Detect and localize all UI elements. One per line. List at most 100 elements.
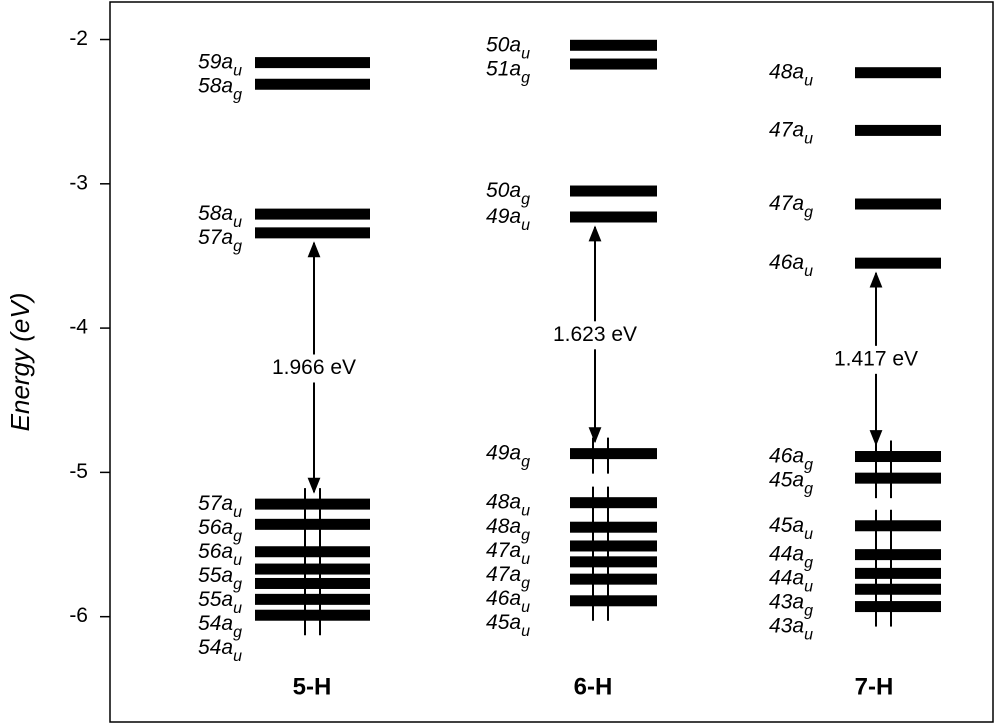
level-label: 59au [198,50,242,79]
level-label-sub: u [804,72,813,89]
level-label: 46ag [769,444,813,473]
energy-level [855,472,941,484]
level-label-sub: g [804,456,813,473]
level-label: 57au [198,492,242,521]
level-label: 50au [486,33,530,62]
level-label-main: 48a [486,490,521,513]
level-label-sub: u [233,552,242,569]
level-label: 44ag [769,542,813,571]
level-label-sub: g [804,602,813,619]
level-label-main: 54a [198,636,233,659]
level-label-sub: u [804,130,813,147]
level-label-sub: g [233,528,242,545]
gap-label-bg [262,354,366,383]
energy-level [255,546,370,558]
level-label: 48au [486,490,530,519]
energy-level [570,521,657,533]
energy-level [570,211,657,223]
level-label-sub: g [233,86,242,103]
level-label-sub: u [521,45,530,62]
energy-level [570,556,657,568]
energy-level [570,540,657,552]
gap-label: 1.417 eV [834,347,918,370]
energy-level [570,573,657,585]
level-label-main: 45a [769,513,804,536]
energy-level [855,257,941,269]
level-label: 58ag [198,74,242,103]
level-label-sub: g [233,576,242,593]
energy-level [255,227,370,239]
level-label-sub: u [521,502,530,519]
group-label: 5-H [293,673,332,700]
level-label: 47ag [486,563,530,592]
level-label-main: 48a [486,515,521,538]
level-label-main: 47a [486,563,521,586]
level-label-main: 46a [769,251,804,274]
gap-label-bg [543,321,647,350]
level-label: 47ag [769,192,813,221]
level-label-sub: g [521,575,530,592]
level-label-main: 47a [769,192,804,215]
y-tick-label: -3 [69,171,88,194]
group-label: 7-H [855,673,894,700]
level-label-main: 55a [198,564,233,587]
level-label-main: 47a [769,118,804,141]
level-label: 47au [769,118,813,147]
level-label-sub: g [521,453,530,470]
energy-level [855,520,941,532]
group-label: 6-H [574,673,613,700]
energy-level [255,593,370,605]
level-label-sub: g [804,554,813,571]
level-label-main: 51a [486,57,521,80]
level-label: 49ag [486,441,530,470]
level-label-sub: u [233,600,242,617]
level-label: 44au [769,566,813,595]
level-label-main: 50a [486,179,521,202]
level-label-main: 55a [198,588,233,611]
energy-level [255,208,370,220]
level-label: 56ag [198,516,242,545]
level-label-main: 58a [198,74,233,97]
energy-level [570,39,657,51]
level-label-main: 47a [486,539,521,562]
level-label-main: 44a [769,542,804,565]
level-label-main: 58a [198,202,233,225]
level-label-sub: g [521,527,530,544]
level-label-sub: u [804,578,813,595]
y-axis-label: Energy (eV) [5,293,35,432]
level-label: 56au [198,540,242,569]
y-tick-label: -6 [69,604,88,627]
energy-level [855,124,941,136]
level-label: 47au [486,539,530,568]
energy-level [855,67,941,79]
energy-level [255,498,370,510]
level-label-sub: u [521,217,530,234]
level-label-sub: u [233,648,242,665]
energy-level [570,497,657,509]
level-label-sub: g [804,480,813,497]
energy-level [255,518,370,530]
plot-frame [109,1,994,723]
energy-level [570,185,657,197]
energy-level [255,57,370,69]
level-label-sub: g [233,624,242,641]
level-label: 46au [769,251,813,280]
level-label-sub: u [804,626,813,643]
level-label: 55ag [198,564,242,593]
energy-level [570,58,657,70]
energy-level [855,601,941,613]
level-label-sub: u [521,599,530,616]
level-label: 43au [769,614,813,643]
gap-label: 1.966 eV [272,356,356,379]
energy-level [570,448,657,460]
energy-level [855,583,941,595]
level-label-sub: u [521,551,530,568]
level-label-sub: u [233,504,242,521]
level-label: 57ag [198,226,242,255]
level-label: 54au [198,636,242,665]
level-label-sub: g [233,238,242,255]
level-label-sub: u [233,214,242,231]
level-label-main: 49a [486,441,521,464]
